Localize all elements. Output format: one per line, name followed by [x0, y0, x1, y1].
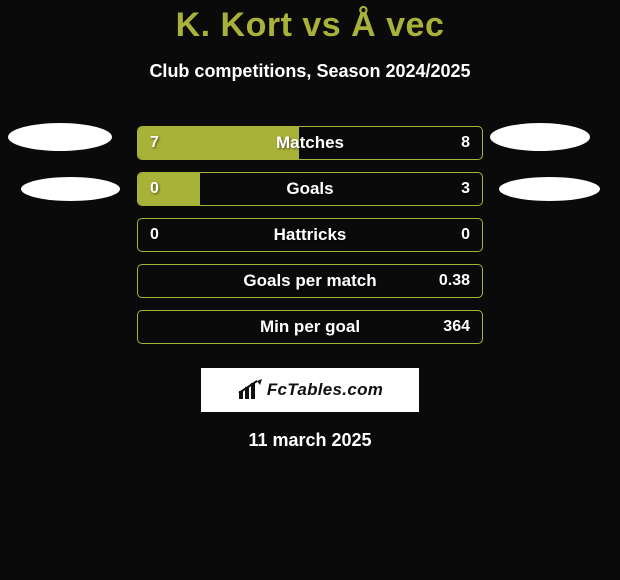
stat-value-right: 364 — [443, 311, 470, 343]
ellipse-right-2 — [499, 177, 600, 201]
stats-area: 7Matches80Goals30Hattricks0Goals per mat… — [0, 120, 620, 350]
stat-row: 0Hattricks0 — [0, 212, 620, 258]
logo-box[interactable]: FcTables.com — [201, 368, 419, 412]
stat-value-right: 3 — [461, 173, 470, 205]
logo-text: FcTables.com — [267, 380, 383, 400]
ellipse-left-2 — [21, 177, 120, 201]
stat-bar: Min per goal364 — [137, 310, 483, 344]
stat-label: Goals per match — [138, 265, 482, 297]
stat-bar: 0Goals3 — [137, 172, 483, 206]
stat-value-right: 0.38 — [439, 265, 470, 297]
page-title: K. Kort vs Å vec — [0, 0, 620, 45]
chart-icon — [237, 379, 263, 401]
stat-row: Goals per match0.38 — [0, 258, 620, 304]
ellipse-left-1 — [8, 123, 112, 151]
comparison-widget: K. Kort vs Å vec Club competitions, Seas… — [0, 0, 620, 580]
stat-bar-fill — [138, 173, 200, 205]
stat-label: Min per goal — [138, 311, 482, 343]
stat-bar: 7Matches8 — [137, 126, 483, 160]
stat-value-left: 7 — [150, 127, 159, 159]
logo: FcTables.com — [237, 379, 383, 401]
stat-bar-fill — [138, 127, 299, 159]
ellipse-right-1 — [490, 123, 590, 151]
subtitle: Club competitions, Season 2024/2025 — [0, 61, 620, 82]
date-label: 11 march 2025 — [0, 430, 620, 451]
stat-bar: Goals per match0.38 — [137, 264, 483, 298]
stat-value-left: 0 — [150, 219, 159, 251]
stat-value-left: 0 — [150, 173, 159, 205]
stat-value-right: 0 — [461, 219, 470, 251]
stat-row: Min per goal364 — [0, 304, 620, 350]
stat-label: Hattricks — [138, 219, 482, 251]
stat-bar: 0Hattricks0 — [137, 218, 483, 252]
stat-value-right: 8 — [461, 127, 470, 159]
